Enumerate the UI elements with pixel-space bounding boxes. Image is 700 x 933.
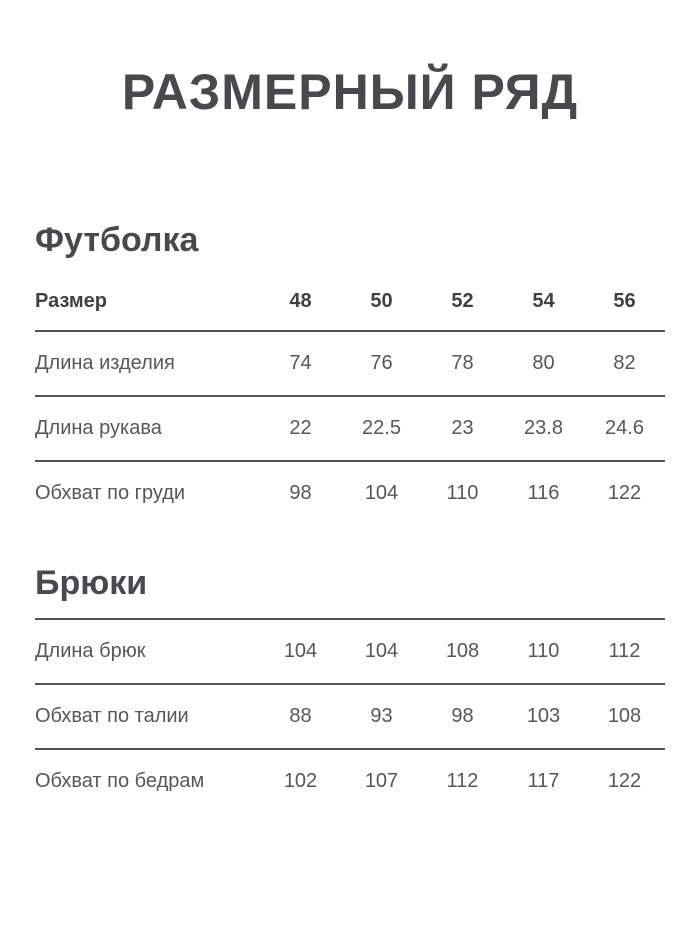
measurement-value: 122 <box>607 770 642 793</box>
table-row-sleeve-length: Длина рукава 22 22.5 23 23.8 24.6 <box>35 395 665 462</box>
measurement-value: 22 <box>260 395 341 462</box>
row-label: Длина изделия <box>35 330 260 397</box>
measurement-value: 78 <box>422 330 503 397</box>
measurement-value: 23 <box>422 395 503 462</box>
size-value: 56 <box>584 276 665 332</box>
measurement-value: 80 <box>503 330 584 397</box>
measurement-value: 82 <box>584 330 665 397</box>
section-heading-tshirt: Футболка <box>35 220 199 259</box>
size-chart-page: РАЗМЕРНЫЙ РЯД Футболка Размер 48 50 52 5… <box>35 64 665 813</box>
row-label: Длина рукава <box>35 395 260 462</box>
table-row-trouser-length: Длина брюк 104 104 108 110 112 <box>35 618 665 686</box>
row-label: Обхват по талии <box>35 684 260 751</box>
measurement-value: 98 <box>422 684 503 751</box>
table-row-waist-girth: Обхват по талии 88 93 98 103 108 <box>35 684 665 751</box>
size-value: 54 <box>503 276 584 332</box>
row-label: Обхват по груди <box>35 481 186 504</box>
tshirt-header-row: Размер 48 50 52 54 56 <box>35 276 665 332</box>
measurement-value: 122 <box>607 481 642 504</box>
measurement-value: 93 <box>341 684 422 751</box>
measurement-value: 102 <box>283 770 318 793</box>
measurement-value: 24.6 <box>584 395 665 462</box>
measurement-value: 22.5 <box>341 395 422 462</box>
measurement-value: 108 <box>584 684 665 751</box>
measurement-value: 107 <box>364 770 399 793</box>
measurement-value: 104 <box>341 618 422 686</box>
measurement-value: 98 <box>289 481 312 504</box>
measurement-value: 110 <box>503 618 584 686</box>
size-value: 52 <box>422 276 503 332</box>
measurement-value: 117 <box>527 770 560 793</box>
measurement-value: 110 <box>446 481 479 504</box>
measurement-value: 108 <box>422 618 503 686</box>
measurement-value: 112 <box>446 770 479 793</box>
row-label: Длина брюк <box>35 618 260 686</box>
measurement-value: 76 <box>341 330 422 397</box>
table-row-garment-length: Длина изделия 74 76 78 80 82 <box>35 330 665 397</box>
row-label: Обхват по бедрам <box>35 770 205 793</box>
measurement-value: 103 <box>503 684 584 751</box>
measurement-value: 116 <box>527 481 560 504</box>
measurement-value: 23.8 <box>503 395 584 462</box>
measurement-value: 104 <box>260 618 341 686</box>
size-value: 48 <box>260 276 341 332</box>
measurement-value: 88 <box>260 684 341 751</box>
size-header-label: Размер <box>35 276 260 332</box>
size-value: 50 <box>341 276 422 332</box>
table-row-hip-girth: Обхват по бедрам 102 107 112 117 122 <box>35 749 665 813</box>
section-heading-pants: Брюки <box>35 563 148 602</box>
table-row-chest-girth: Обхват по груди 98 104 110 116 122 <box>35 461 665 525</box>
measurement-value: 74 <box>260 330 341 397</box>
pants-size-table: Длина брюк 104 104 108 110 112 Обхват по… <box>35 618 665 813</box>
measurement-value: 112 <box>584 618 665 686</box>
tshirt-size-table: Размер 48 50 52 54 56 Длина изделия 74 7… <box>35 276 665 525</box>
measurement-value: 104 <box>364 481 399 504</box>
page-title: РАЗМЕРНЫЙ РЯД <box>121 64 579 120</box>
